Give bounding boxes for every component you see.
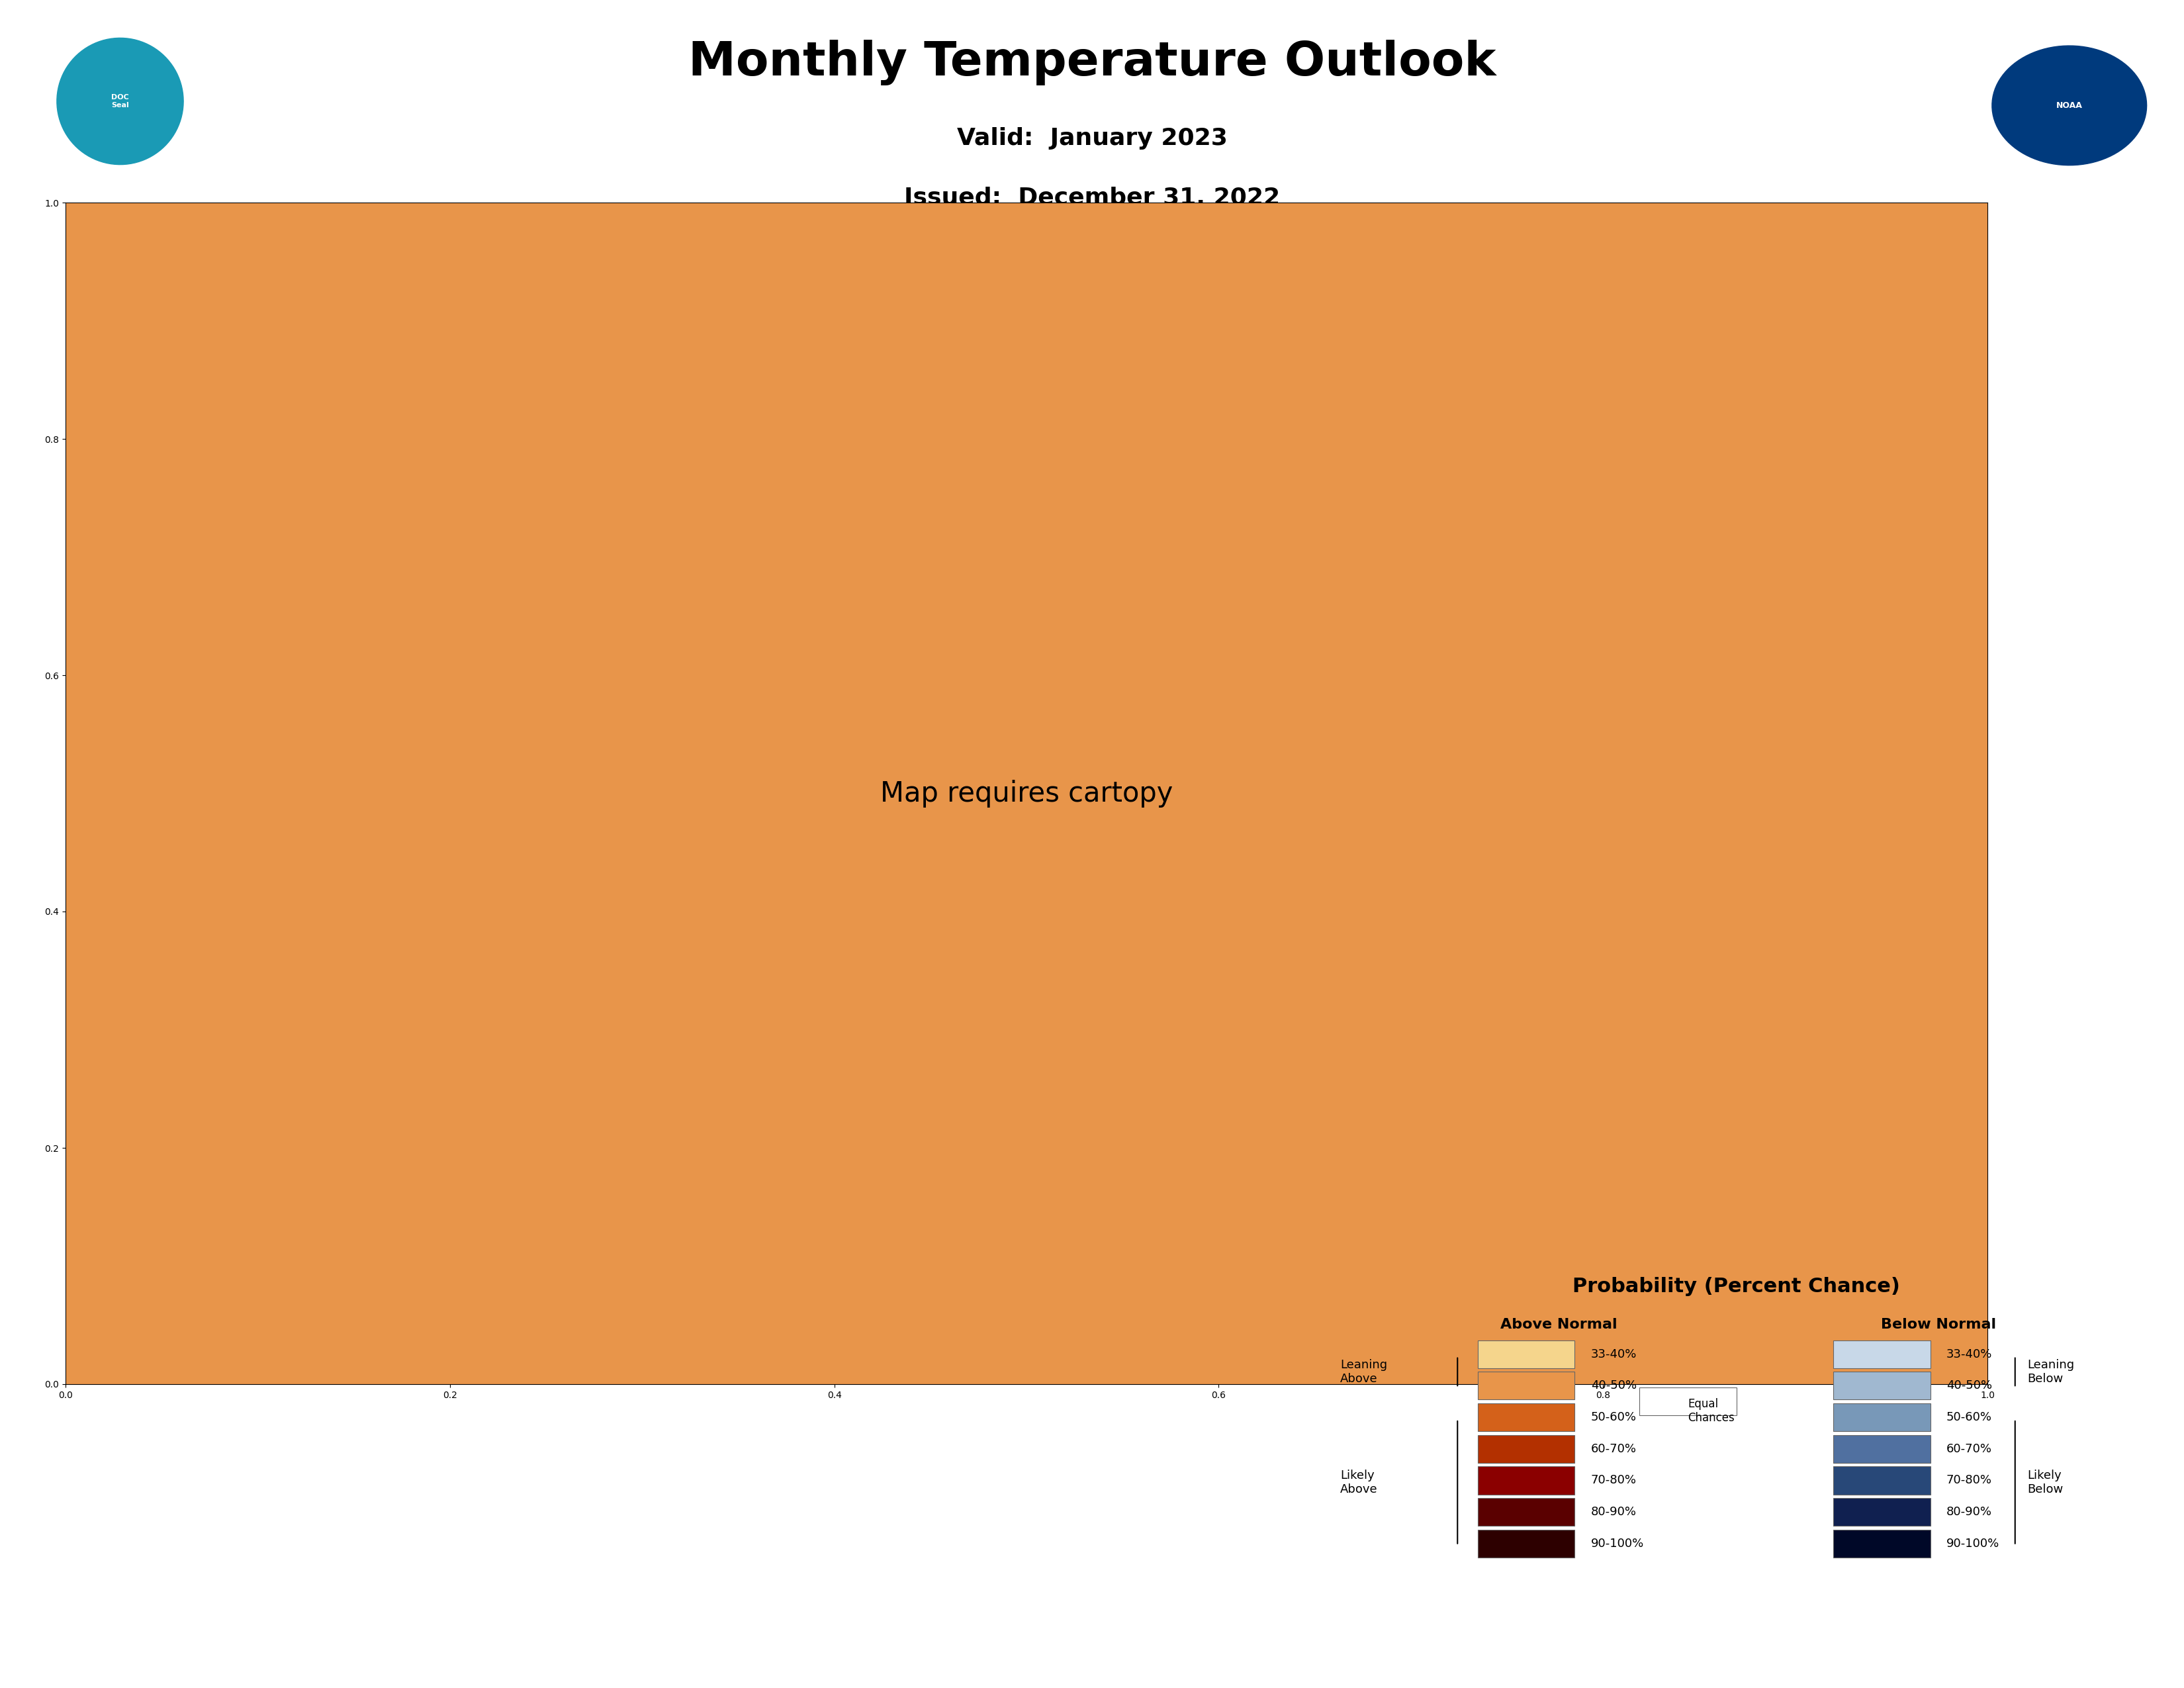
FancyBboxPatch shape [1832,1529,1931,1558]
Text: 33-40%: 33-40% [1590,1349,1636,1361]
Text: 60-70%: 60-70% [1946,1443,1992,1455]
Text: Above Normal: Above Normal [1500,1318,1616,1332]
FancyBboxPatch shape [1832,1340,1931,1367]
FancyBboxPatch shape [1479,1403,1575,1431]
FancyBboxPatch shape [1479,1499,1575,1526]
Text: 90-100%: 90-100% [1590,1538,1645,1550]
Text: 90-100%: 90-100% [1946,1538,2001,1550]
FancyBboxPatch shape [1832,1435,1931,1463]
Text: 70-80%: 70-80% [1946,1475,1992,1487]
Text: DOC
Seal: DOC Seal [111,95,129,108]
FancyBboxPatch shape [1832,1499,1931,1526]
Text: Valid:  January 2023: Valid: January 2023 [957,127,1227,150]
Polygon shape [57,39,183,164]
Text: 33-40%: 33-40% [1946,1349,1992,1361]
FancyBboxPatch shape [1479,1435,1575,1463]
FancyBboxPatch shape [1832,1467,1931,1494]
Text: 40-50%: 40-50% [1590,1379,1636,1391]
FancyBboxPatch shape [1640,1388,1736,1416]
Text: Likely
Below: Likely Below [2027,1470,2064,1496]
Text: Probability (Percent Chance): Probability (Percent Chance) [1572,1278,1900,1296]
Text: Map requires cartopy: Map requires cartopy [880,780,1173,807]
Text: 60-70%: 60-70% [1590,1443,1636,1455]
Text: 50-60%: 50-60% [1946,1411,1992,1423]
Text: 40-50%: 40-50% [1946,1379,1992,1391]
Text: Equal
Chances: Equal Chances [1688,1398,1734,1423]
Text: Issued:  December 31, 2022: Issued: December 31, 2022 [904,187,1280,209]
FancyBboxPatch shape [1479,1529,1575,1558]
FancyBboxPatch shape [1479,1372,1575,1399]
FancyBboxPatch shape [1479,1467,1575,1494]
FancyBboxPatch shape [1832,1403,1931,1431]
Text: 50-60%: 50-60% [1590,1411,1636,1423]
FancyBboxPatch shape [1479,1340,1575,1367]
Text: Likely
Above: Likely Above [1341,1470,1378,1496]
Text: Monthly Temperature Outlook: Monthly Temperature Outlook [688,39,1496,84]
Text: Leaning
Below: Leaning Below [2027,1359,2075,1384]
Text: Leaning
Above: Leaning Above [1341,1359,1387,1384]
Text: 70-80%: 70-80% [1590,1475,1636,1487]
Text: NOAA: NOAA [2055,101,2084,110]
Polygon shape [1992,46,2147,165]
Text: Below Normal: Below Normal [1880,1318,1996,1332]
Text: 80-90%: 80-90% [1946,1506,1992,1518]
FancyBboxPatch shape [1832,1372,1931,1399]
Text: 80-90%: 80-90% [1590,1506,1636,1518]
